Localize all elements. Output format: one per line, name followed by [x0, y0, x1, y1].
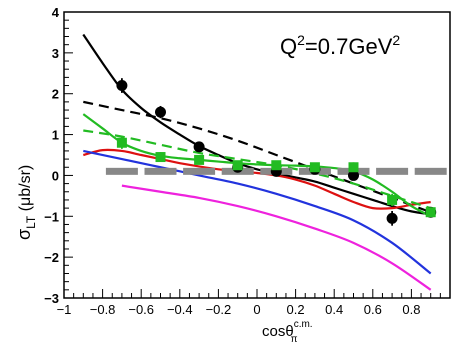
data-point-square [232, 160, 243, 171]
data-point-square [271, 160, 282, 171]
x-tick-label: 0.6 [364, 302, 382, 317]
data-point-square [425, 207, 436, 218]
systematic-bar [376, 167, 409, 175]
data-points [116, 80, 437, 224]
x-tick-label: −1 [57, 302, 72, 317]
x-tick-label: 0.2 [287, 302, 305, 317]
systematic-bar [144, 167, 177, 175]
y-tick-label: −2 [44, 250, 59, 265]
x-axis-title: cosθc.m. π [262, 319, 313, 345]
data-point-square [309, 162, 320, 173]
systematic-bar [105, 167, 138, 175]
x-tick-label: −0.2 [206, 302, 232, 317]
y-tick-label: 4 [52, 5, 60, 20]
x-tick-label: 0.4 [325, 302, 343, 317]
model-curve-5 [83, 129, 432, 210]
model-curve-1 [82, 33, 431, 216]
x-tick-label: −0.6 [128, 302, 154, 317]
data-point-circle [348, 169, 359, 181]
model-curve-6 [83, 149, 432, 275]
x-tick-label: 0 [253, 302, 260, 317]
x-tick-label: −0.4 [167, 302, 193, 317]
model-curve-4 [82, 113, 432, 218]
model-curve-7 [121, 184, 432, 291]
data-point-square [194, 154, 205, 165]
y-tick-label: 1 [52, 128, 59, 143]
y-axis-title: σLT (μb/sr) [14, 165, 38, 240]
data-point-circle [116, 80, 128, 92]
x-tick-label: 0.8 [402, 302, 420, 317]
data-point-square [348, 162, 359, 173]
data-point-square [116, 137, 127, 148]
data-point-square [387, 194, 398, 205]
data-point-circle [193, 141, 205, 153]
y-tick-label: 3 [52, 46, 59, 61]
y-tick-label: 0 [52, 168, 59, 183]
model-curve-3 [83, 148, 431, 210]
systematic-bar [414, 167, 447, 175]
axis-ticks [63, 11, 451, 299]
model-curves [82, 33, 432, 291]
y-tick-label: 2 [52, 87, 59, 102]
data-point-circle [155, 106, 166, 118]
tick-labels: −1 −0.8 −0.6 −0.4 −0.2 0 0.2 0.4 0.6 0.8 −3 −2 −1 0 1 2… [44, 5, 420, 317]
x-tick-label: −0.8 [90, 302, 116, 317]
q2-annotation: Q2=0.7GeV2 [280, 32, 400, 59]
model-curve-2 [83, 100, 432, 214]
y-tick-label: −3 [44, 291, 59, 306]
data-point-square [155, 152, 166, 163]
data-point-circle [386, 212, 398, 224]
y-tick-label: −1 [44, 209, 59, 224]
systematic-bar [183, 167, 216, 175]
